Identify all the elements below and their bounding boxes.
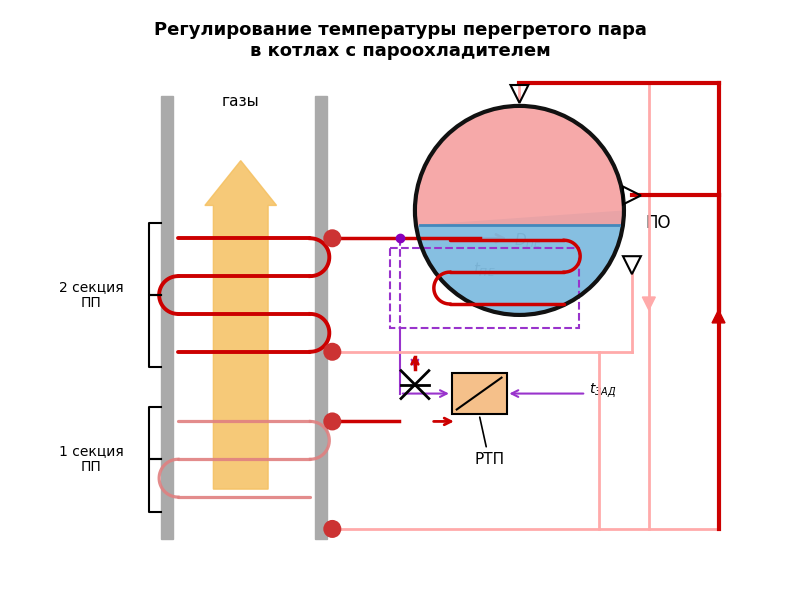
Text: РТП: РТП [474, 417, 504, 467]
Text: 2 секция
ПП: 2 секция ПП [59, 280, 124, 310]
Circle shape [324, 521, 340, 537]
Text: $D_{ПЕ}$: $D_{ПЕ}$ [514, 231, 543, 250]
Text: $t_{ЗАД}$: $t_{ЗАД}$ [589, 382, 617, 401]
Circle shape [324, 230, 340, 246]
Polygon shape [712, 310, 725, 323]
Text: Регулирование температуры перегретого пара
в котлах с пароохладителем: Регулирование температуры перегретого па… [154, 21, 646, 60]
Bar [161, 96, 173, 539]
Text: 1 секция
ПП: 1 секция ПП [59, 444, 124, 475]
Bar [315, 96, 327, 539]
Text: газы: газы [222, 94, 259, 109]
Bar [390, 248, 579, 328]
Circle shape [324, 413, 340, 430]
FancyArrow shape [205, 161, 277, 489]
Bar [452, 373, 506, 415]
Polygon shape [642, 297, 655, 310]
Text: ПО: ПО [646, 214, 671, 232]
Polygon shape [415, 211, 624, 315]
Circle shape [324, 344, 340, 360]
Text: $t_{ПЕ}$: $t_{ПЕ}$ [474, 260, 496, 279]
Polygon shape [415, 106, 624, 226]
